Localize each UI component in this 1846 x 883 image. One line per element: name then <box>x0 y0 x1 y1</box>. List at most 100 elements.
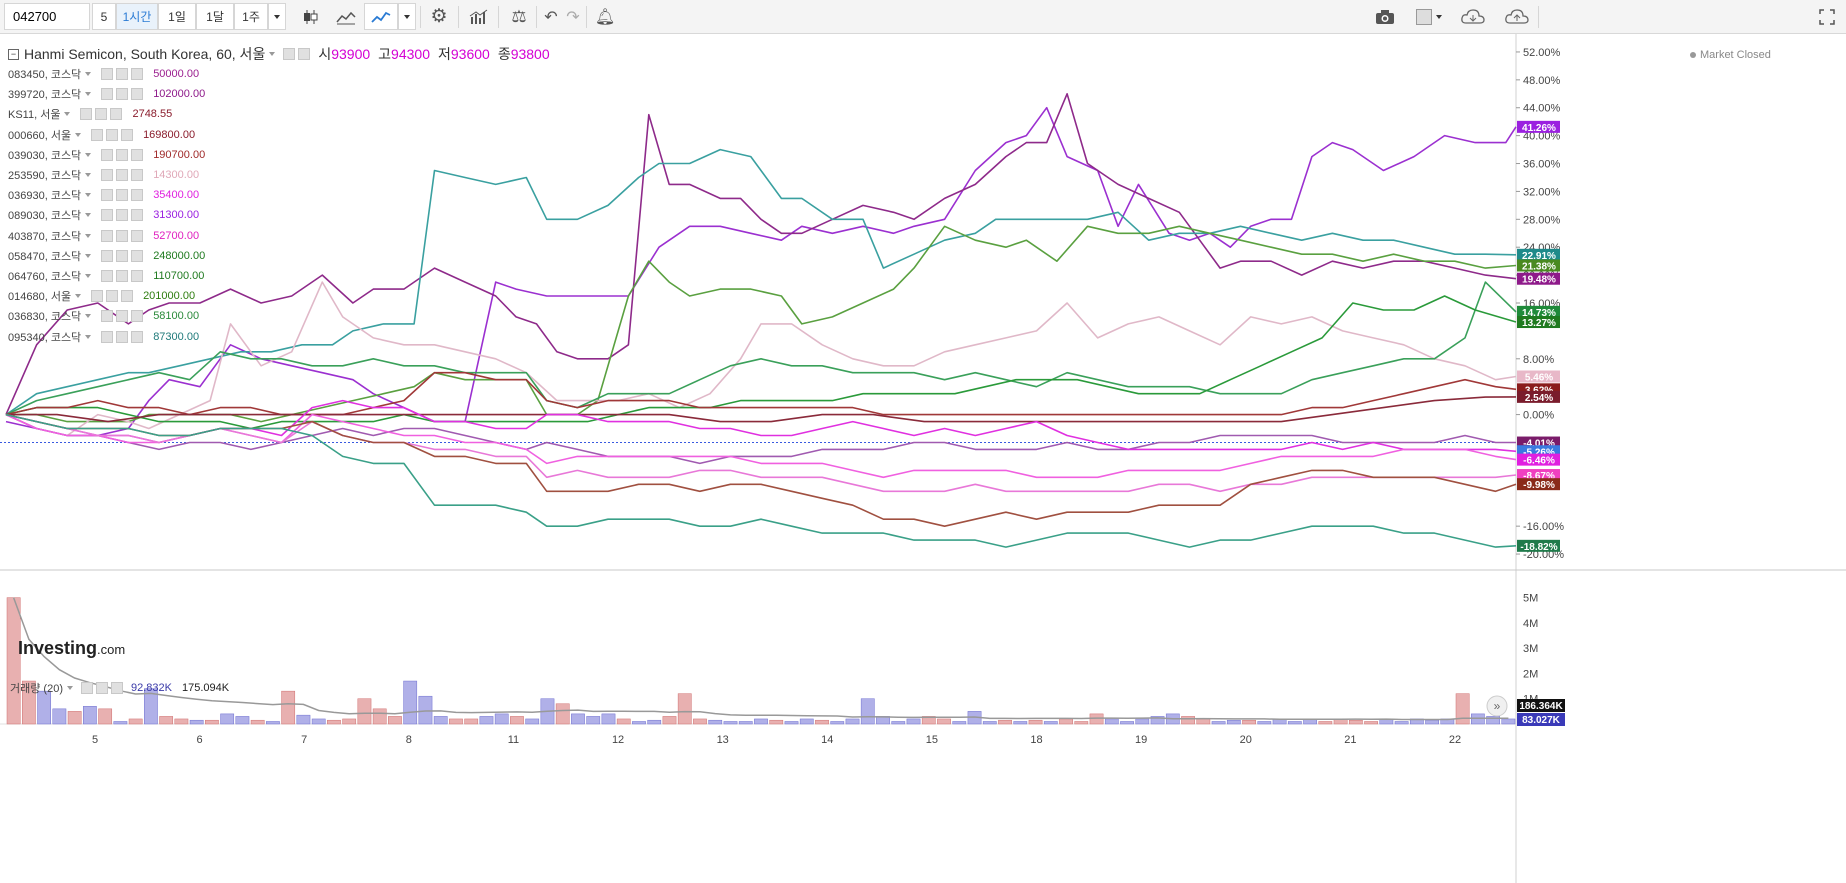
cloud-save-button[interactable] <box>1500 3 1534 30</box>
gear-icon[interactable] <box>106 290 119 303</box>
volume-bar <box>1181 716 1195 725</box>
chart-canvas[interactable]: 52.00% 48.00% 44.00% 40.00% 36.00% 32.00% 28.0… <box>0 34 1846 883</box>
redo-button[interactable]: ↷ <box>562 3 584 30</box>
symbol-input[interactable] <box>11 8 105 25</box>
gear-icon[interactable] <box>116 249 129 262</box>
gear-icon[interactable] <box>116 269 129 282</box>
alert-button[interactable]: 🔔︎ <box>590 3 620 30</box>
chevron-down-icon[interactable] <box>85 233 92 238</box>
line-chart-button[interactable] <box>364 3 398 30</box>
volume-bar <box>189 719 204 725</box>
chevron-down-icon[interactable] <box>85 314 92 319</box>
eye-icon[interactable] <box>101 330 114 343</box>
close-icon[interactable] <box>131 148 144 161</box>
eye-icon[interactable] <box>101 229 114 242</box>
chevron-down-icon[interactable] <box>269 52 276 56</box>
gear-icon[interactable] <box>95 108 108 121</box>
chevron-down-icon[interactable] <box>66 686 73 690</box>
close-icon[interactable] <box>131 269 144 282</box>
collapse-icon[interactable]: − <box>8 48 19 60</box>
cloud-load-button[interactable] <box>1456 3 1490 30</box>
scroll-to-end-button[interactable] <box>1486 695 1508 717</box>
candles-button[interactable] <box>294 3 326 30</box>
chevron-down-icon[interactable] <box>85 72 92 77</box>
chevron-down-icon[interactable] <box>85 152 92 157</box>
gear-icon[interactable] <box>116 229 129 242</box>
gear-icon[interactable] <box>298 48 311 60</box>
chart-type-dropdown[interactable] <box>398 3 416 30</box>
undo-button[interactable]: ↶ <box>540 3 562 30</box>
close-icon[interactable] <box>121 128 134 141</box>
gear-icon[interactable] <box>106 128 119 141</box>
gear-icon[interactable] <box>116 169 129 182</box>
close-icon[interactable] <box>131 189 144 202</box>
close-icon[interactable] <box>121 290 134 303</box>
close-icon[interactable] <box>131 209 144 222</box>
gear-icon[interactable] <box>116 209 129 222</box>
eye-icon[interactable] <box>101 249 114 262</box>
volume-bar <box>555 703 570 725</box>
settings-button[interactable]: ⚙ <box>424 3 454 30</box>
legend-row: KS11, 서울 2748.55 <box>8 104 550 124</box>
chevron-down-icon[interactable] <box>75 294 82 299</box>
volume-last-label-bg <box>1517 713 1565 726</box>
indicators-button[interactable] <box>464 3 494 30</box>
gear-icon[interactable] <box>116 68 129 81</box>
interval-1w-button[interactable]: 1주 <box>234 3 268 30</box>
eye-icon[interactable] <box>80 682 93 694</box>
snapshot-button[interactable] <box>1370 3 1400 30</box>
fullscreen-button[interactable] <box>1813 3 1841 30</box>
volume-bar <box>1257 721 1272 725</box>
gear-icon[interactable] <box>116 88 129 101</box>
chevron-down-icon[interactable] <box>85 193 92 198</box>
chevron-down-icon[interactable] <box>85 334 92 339</box>
interval-1mo-button[interactable]: 1달 <box>196 3 234 30</box>
chevron-down-icon[interactable] <box>85 92 92 97</box>
compare-button[interactable]: ⚖ <box>504 3 534 30</box>
eye-icon[interactable] <box>91 290 104 303</box>
chevron-down-icon[interactable] <box>85 213 92 218</box>
eye-icon[interactable] <box>101 209 114 222</box>
y-tick-label: 28.00% <box>1523 214 1561 226</box>
chevron-down-icon[interactable] <box>85 253 92 258</box>
chevron-down-icon[interactable] <box>64 112 71 117</box>
area-chart-button[interactable] <box>330 3 362 30</box>
gear-icon[interactable] <box>95 682 108 694</box>
eye-icon[interactable] <box>101 169 114 182</box>
eye-icon[interactable] <box>283 48 296 60</box>
series-end-label: -8.67% <box>1523 471 1555 482</box>
close-icon[interactable] <box>131 169 144 182</box>
gear-icon[interactable] <box>116 310 129 323</box>
interval-dropdown-button[interactable] <box>268 3 286 30</box>
gear-icon[interactable] <box>116 189 129 202</box>
close-icon[interactable] <box>131 68 144 81</box>
eye-icon[interactable] <box>80 108 93 121</box>
legend-series-name: 036830, 코스닥 <box>8 311 82 324</box>
close-icon[interactable] <box>131 310 144 323</box>
gear-icon[interactable] <box>116 148 129 161</box>
close-icon[interactable] <box>110 108 123 121</box>
close-icon[interactable] <box>131 229 144 242</box>
volume-bar <box>1104 718 1119 725</box>
volume-bar <box>1394 721 1409 725</box>
layout-button[interactable] <box>1410 3 1448 30</box>
close-icon[interactable] <box>110 682 123 694</box>
eye-icon[interactable] <box>101 88 114 101</box>
close-icon[interactable] <box>131 88 144 101</box>
eye-icon[interactable] <box>91 128 104 141</box>
chevron-down-icon[interactable] <box>85 273 92 278</box>
chevron-down-icon[interactable] <box>85 173 92 178</box>
close-icon[interactable] <box>131 249 144 262</box>
chevron-down-icon[interactable] <box>75 132 82 137</box>
interval-value[interactable]: 5 <box>92 3 116 30</box>
close-icon[interactable] <box>131 330 144 343</box>
gear-icon[interactable] <box>116 330 129 343</box>
eye-icon[interactable] <box>101 148 114 161</box>
eye-icon[interactable] <box>101 269 114 282</box>
eye-icon[interactable] <box>101 68 114 81</box>
symbol-input-box[interactable] <box>4 3 105 30</box>
eye-icon[interactable] <box>101 189 114 202</box>
eye-icon[interactable] <box>101 310 114 323</box>
interval-1h-button[interactable]: 1시간 <box>116 3 158 30</box>
interval-1d-button[interactable]: 1일 <box>158 3 196 30</box>
